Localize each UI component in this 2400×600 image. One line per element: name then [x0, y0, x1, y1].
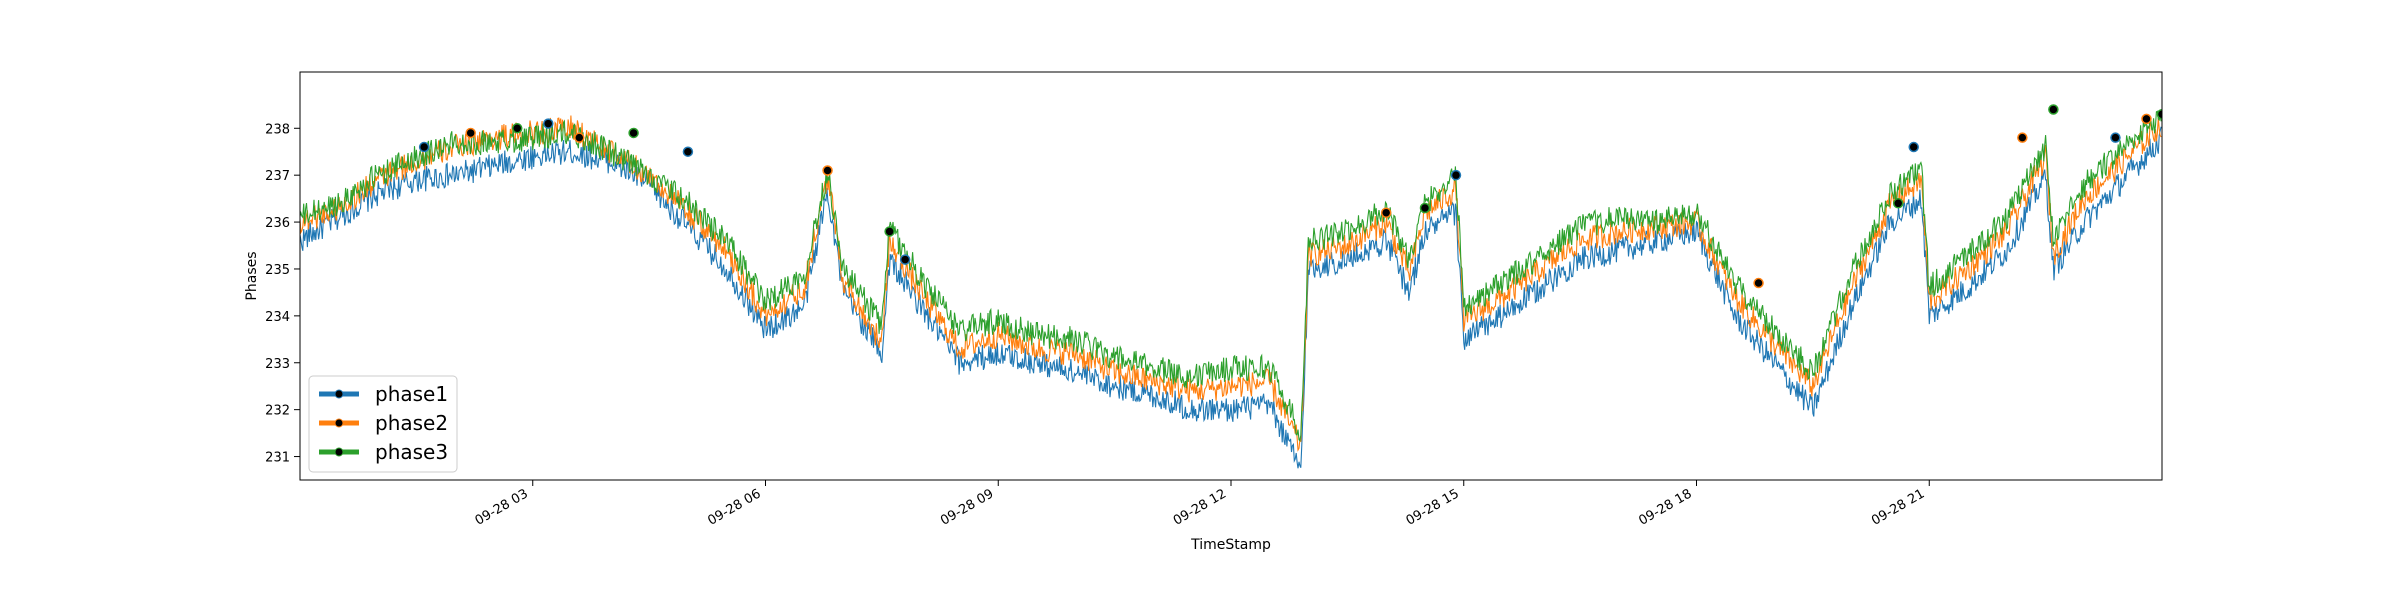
- x-tick-label: 09-28 15: [1404, 486, 1462, 528]
- peak-marker: [543, 118, 554, 129]
- peak-marker: [899, 254, 911, 265]
- x-tick-label: 09-28 09: [938, 486, 996, 528]
- legend-label-phase3: phase3: [375, 440, 448, 464]
- peak-marker: [1450, 169, 1462, 181]
- peak-marker: [1419, 202, 1431, 214]
- series-layer: [300, 110, 2162, 469]
- peak-marker: [628, 127, 639, 139]
- x-tick-label: 09-28 21: [1869, 486, 1927, 528]
- peak-marker: [1753, 277, 1764, 289]
- y-tick-label: 234: [265, 310, 290, 325]
- x-tick-label: 09-28 06: [705, 486, 763, 528]
- legend-marker-phase3: [334, 447, 344, 457]
- peak-marker: [418, 141, 430, 153]
- legend-marker-phase2: [334, 418, 344, 428]
- y-tick-label: 233: [265, 357, 290, 372]
- legend-box: [308, 375, 458, 473]
- series-line-phase3: [300, 110, 2162, 442]
- peak-marker: [1908, 141, 1919, 153]
- peak-marker: [1892, 198, 1904, 209]
- peak-marker: [1380, 207, 1392, 218]
- peak-marker: [2110, 132, 2121, 143]
- x-axis-label: TimeStamp: [1190, 537, 1271, 553]
- legend-label-phase1: phase1: [375, 382, 448, 406]
- y-tick-label: 237: [265, 169, 290, 184]
- y-tick-label: 235: [265, 263, 290, 278]
- y-axis: 231 232 233 234 235 236 237 238: [265, 122, 300, 466]
- y-tick-label: 236: [265, 216, 290, 231]
- peak-marker: [465, 127, 476, 139]
- peak-marker: [2156, 108, 2162, 120]
- peak-marker: [2017, 132, 2028, 143]
- peak-marker: [884, 226, 895, 237]
- y-axis-label: Phases: [244, 251, 260, 300]
- y-tick-label: 232: [265, 404, 290, 419]
- x-axis: 09-28 03 09-28 06 09-28 09 09-28 12 09-28 15…: [473, 480, 1930, 529]
- x-tick-label: 09-28 12: [1171, 486, 1229, 528]
- peak-marker-layer: [418, 104, 2162, 289]
- peak-marker: [511, 123, 523, 134]
- peak-marker: [682, 146, 694, 157]
- peak-marker: [574, 132, 585, 143]
- y-tick-label: 231: [265, 451, 290, 466]
- y-tick-label: 238: [265, 122, 290, 137]
- peak-marker: [2048, 104, 2059, 115]
- peak-marker: [2141, 113, 2152, 125]
- series-line-phase2: [300, 115, 2162, 452]
- x-tick-label: 09-28 18: [1636, 486, 1694, 528]
- legend: phase1 phase2 phase3: [308, 375, 458, 473]
- legend-marker-phase1: [334, 389, 344, 399]
- series-line-phase1: [300, 126, 2162, 469]
- x-tick-label: 09-28 03: [473, 486, 531, 528]
- legend-label-phase2: phase2: [375, 411, 448, 435]
- peak-marker: [822, 165, 833, 176]
